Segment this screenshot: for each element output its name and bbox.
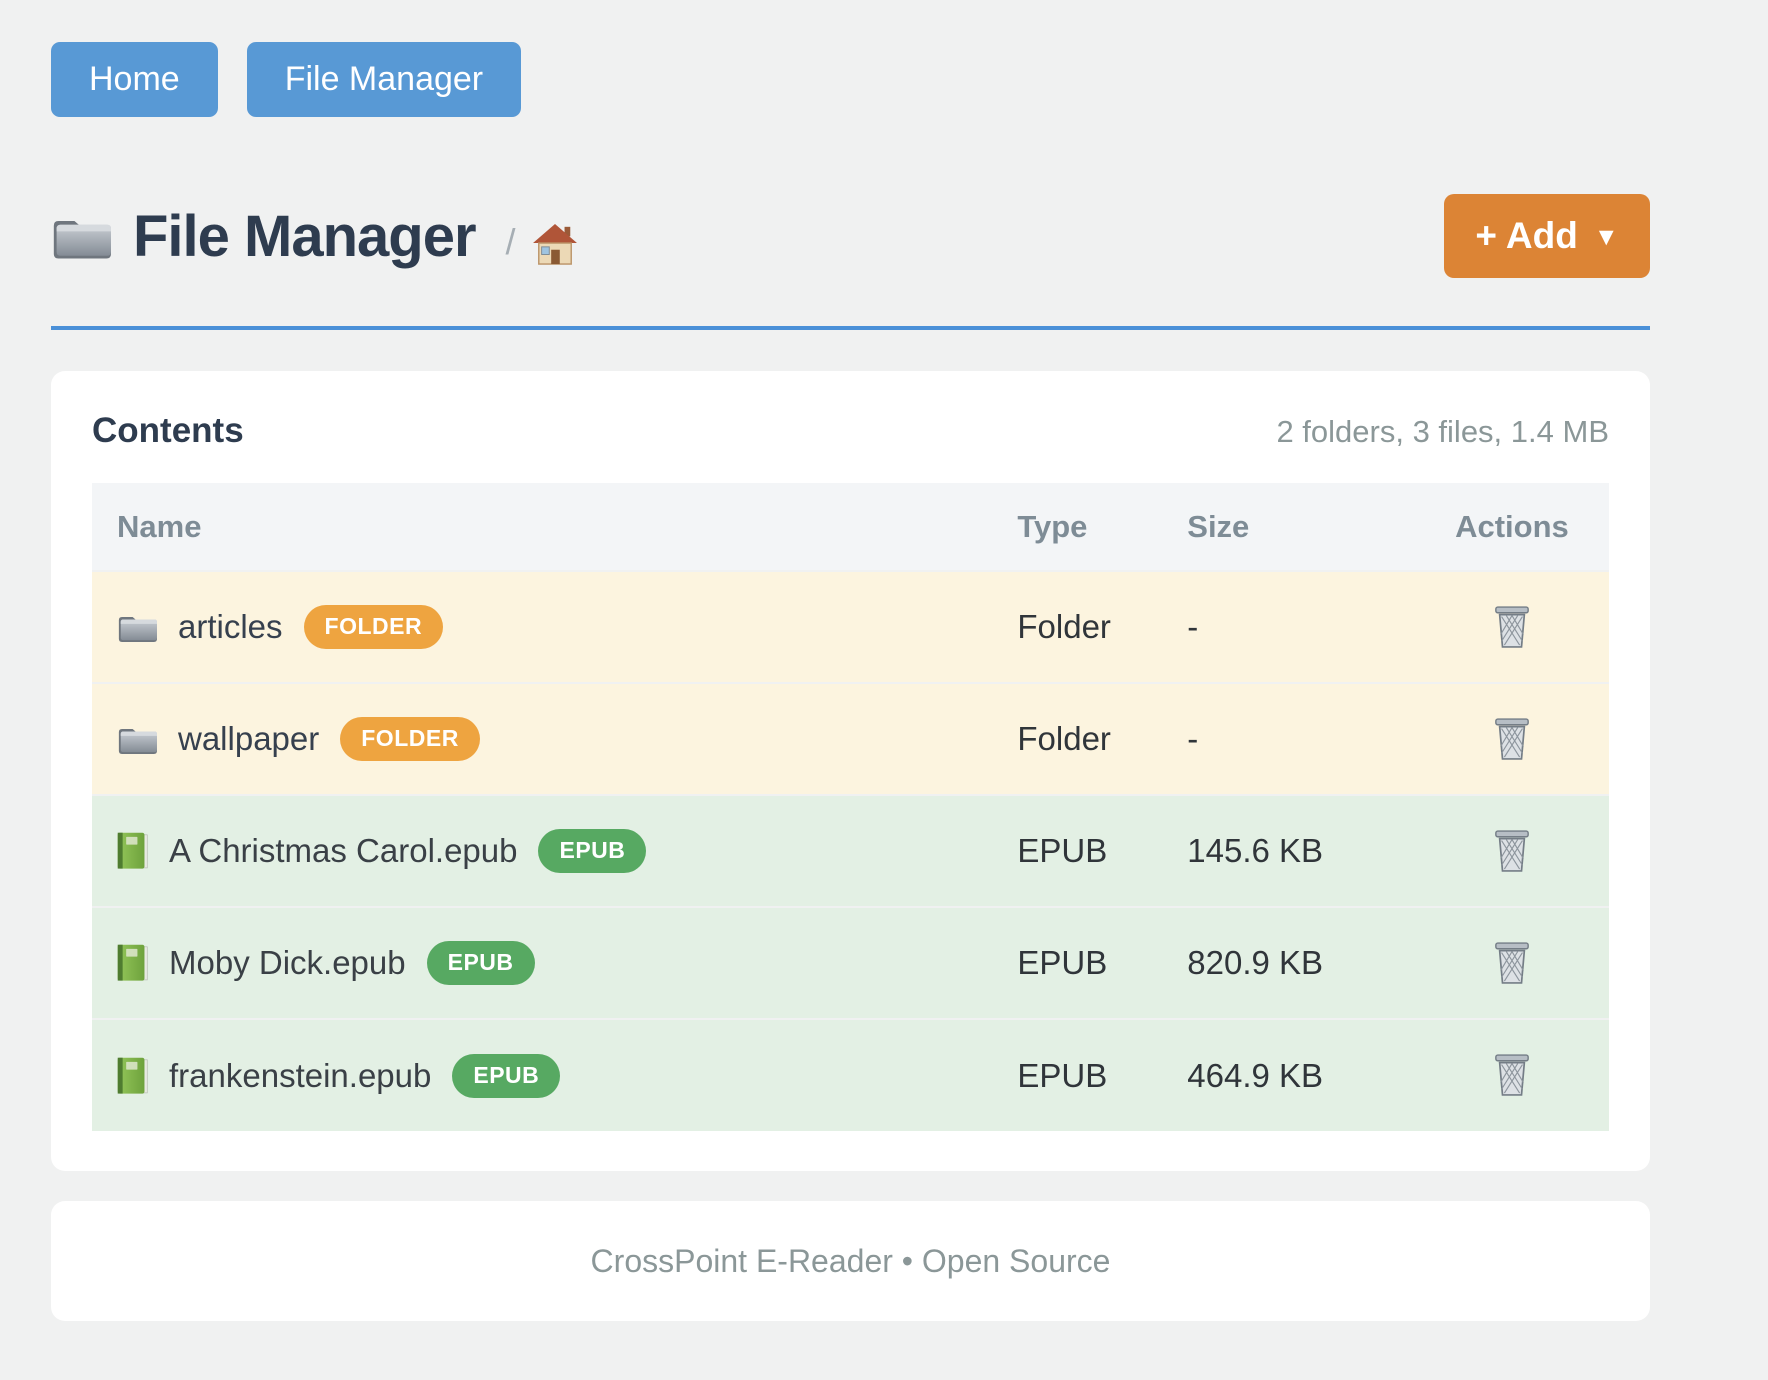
- folder-icon: [117, 722, 157, 756]
- title-group: File Manager /: [51, 203, 578, 270]
- trash-icon: [1495, 605, 1529, 648]
- home-icon: [532, 223, 578, 265]
- file-size: 145.6 KB: [1187, 832, 1324, 869]
- book-icon: [117, 832, 148, 870]
- file-type: EPUB: [1017, 1056, 1108, 1094]
- table-row: articles FOLDER Folder -: [92, 571, 1609, 683]
- page-title: File Manager: [133, 203, 477, 269]
- contents-summary: 2 folders, 3 files, 1.4 MB: [1276, 414, 1609, 449]
- delete-button[interactable]: [1485, 1049, 1539, 1101]
- file-name-link[interactable]: Moby Dick.epub: [169, 944, 406, 981]
- contents-card-header: Contents 2 folders, 3 files, 1.4 MB: [92, 411, 1609, 451]
- file-type-badge: FOLDER: [340, 717, 480, 761]
- trash-icon: [1495, 941, 1529, 984]
- breadcrumb-home-link[interactable]: [532, 223, 578, 265]
- trash-icon: [1495, 829, 1529, 872]
- delete-button[interactable]: [1485, 825, 1539, 877]
- file-size: 820.9 KB: [1187, 944, 1324, 981]
- nav-file-manager-button[interactable]: File Manager: [246, 42, 522, 117]
- add-button[interactable]: + Add ▼: [1444, 194, 1650, 278]
- folder-icon: [51, 210, 111, 262]
- trash-icon: [1495, 717, 1529, 760]
- column-header-size: Size: [1187, 508, 1250, 544]
- contents-card: Contents 2 folders, 3 files, 1.4 MB Name…: [51, 371, 1650, 1171]
- file-size: -: [1187, 608, 1199, 645]
- table-row: A Christmas Carol.epub EPUB EPUB 145.6 KB: [92, 795, 1609, 907]
- file-type: EPUB: [1017, 944, 1108, 981]
- file-name-link[interactable]: frankenstein.epub: [169, 1056, 432, 1094]
- table-row: frankenstein.epub EPUB EPUB 464.9 KB: [92, 1019, 1609, 1131]
- delete-button[interactable]: [1485, 713, 1539, 765]
- file-type: EPUB: [1017, 832, 1108, 869]
- footer-text: CrossPoint E-Reader • Open Source: [590, 1242, 1111, 1279]
- file-name-link[interactable]: articles: [178, 608, 283, 645]
- trash-icon: [1495, 1054, 1529, 1096]
- table-header-row: Name Type Size Actions: [92, 483, 1609, 571]
- page-header: File Manager / + Add ▼: [51, 193, 1650, 279]
- file-size: -: [1187, 720, 1199, 757]
- breadcrumb-separator: /: [505, 221, 516, 262]
- column-header-name: Name: [117, 508, 202, 544]
- page-container: Home File Manager File Manager / + Add ▼: [51, 0, 1650, 1321]
- table-row: Moby Dick.epub EPUB EPUB 820.9 KB: [92, 907, 1609, 1019]
- file-name-link[interactable]: wallpaper: [178, 720, 320, 757]
- file-type: Folder: [1017, 720, 1111, 757]
- caret-down-icon: ▼: [1593, 222, 1619, 251]
- column-header-type: Type: [1017, 508, 1088, 544]
- book-icon: [117, 944, 148, 982]
- column-header-actions: Actions: [1455, 508, 1569, 544]
- file-name-link[interactable]: A Christmas Carol.epub: [169, 832, 518, 869]
- folder-icon: [117, 610, 157, 644]
- file-type-badge: FOLDER: [303, 605, 444, 649]
- footer-card: CrossPoint E-Reader • Open Source: [51, 1201, 1650, 1321]
- file-table: Name Type Size Actions articles FOLDER Folder…: [92, 483, 1609, 1131]
- file-type-badge: EPUB: [426, 941, 535, 985]
- file-type-badge: EPUB: [538, 829, 647, 873]
- contents-title: Contents: [92, 411, 244, 450]
- add-button-label: + Add: [1475, 215, 1578, 256]
- file-type-badge: EPUB: [452, 1053, 561, 1098]
- book-icon: [117, 1057, 148, 1095]
- delete-button[interactable]: [1485, 601, 1539, 653]
- file-type: Folder: [1017, 608, 1111, 645]
- file-size: 464.9 KB: [1187, 1056, 1324, 1094]
- nav-home-button[interactable]: Home: [51, 42, 218, 117]
- delete-button[interactable]: [1485, 937, 1539, 989]
- header-divider: [51, 326, 1650, 330]
- table-row: wallpaper FOLDER Folder -: [92, 683, 1609, 795]
- top-navigation: Home File Manager: [51, 0, 1650, 117]
